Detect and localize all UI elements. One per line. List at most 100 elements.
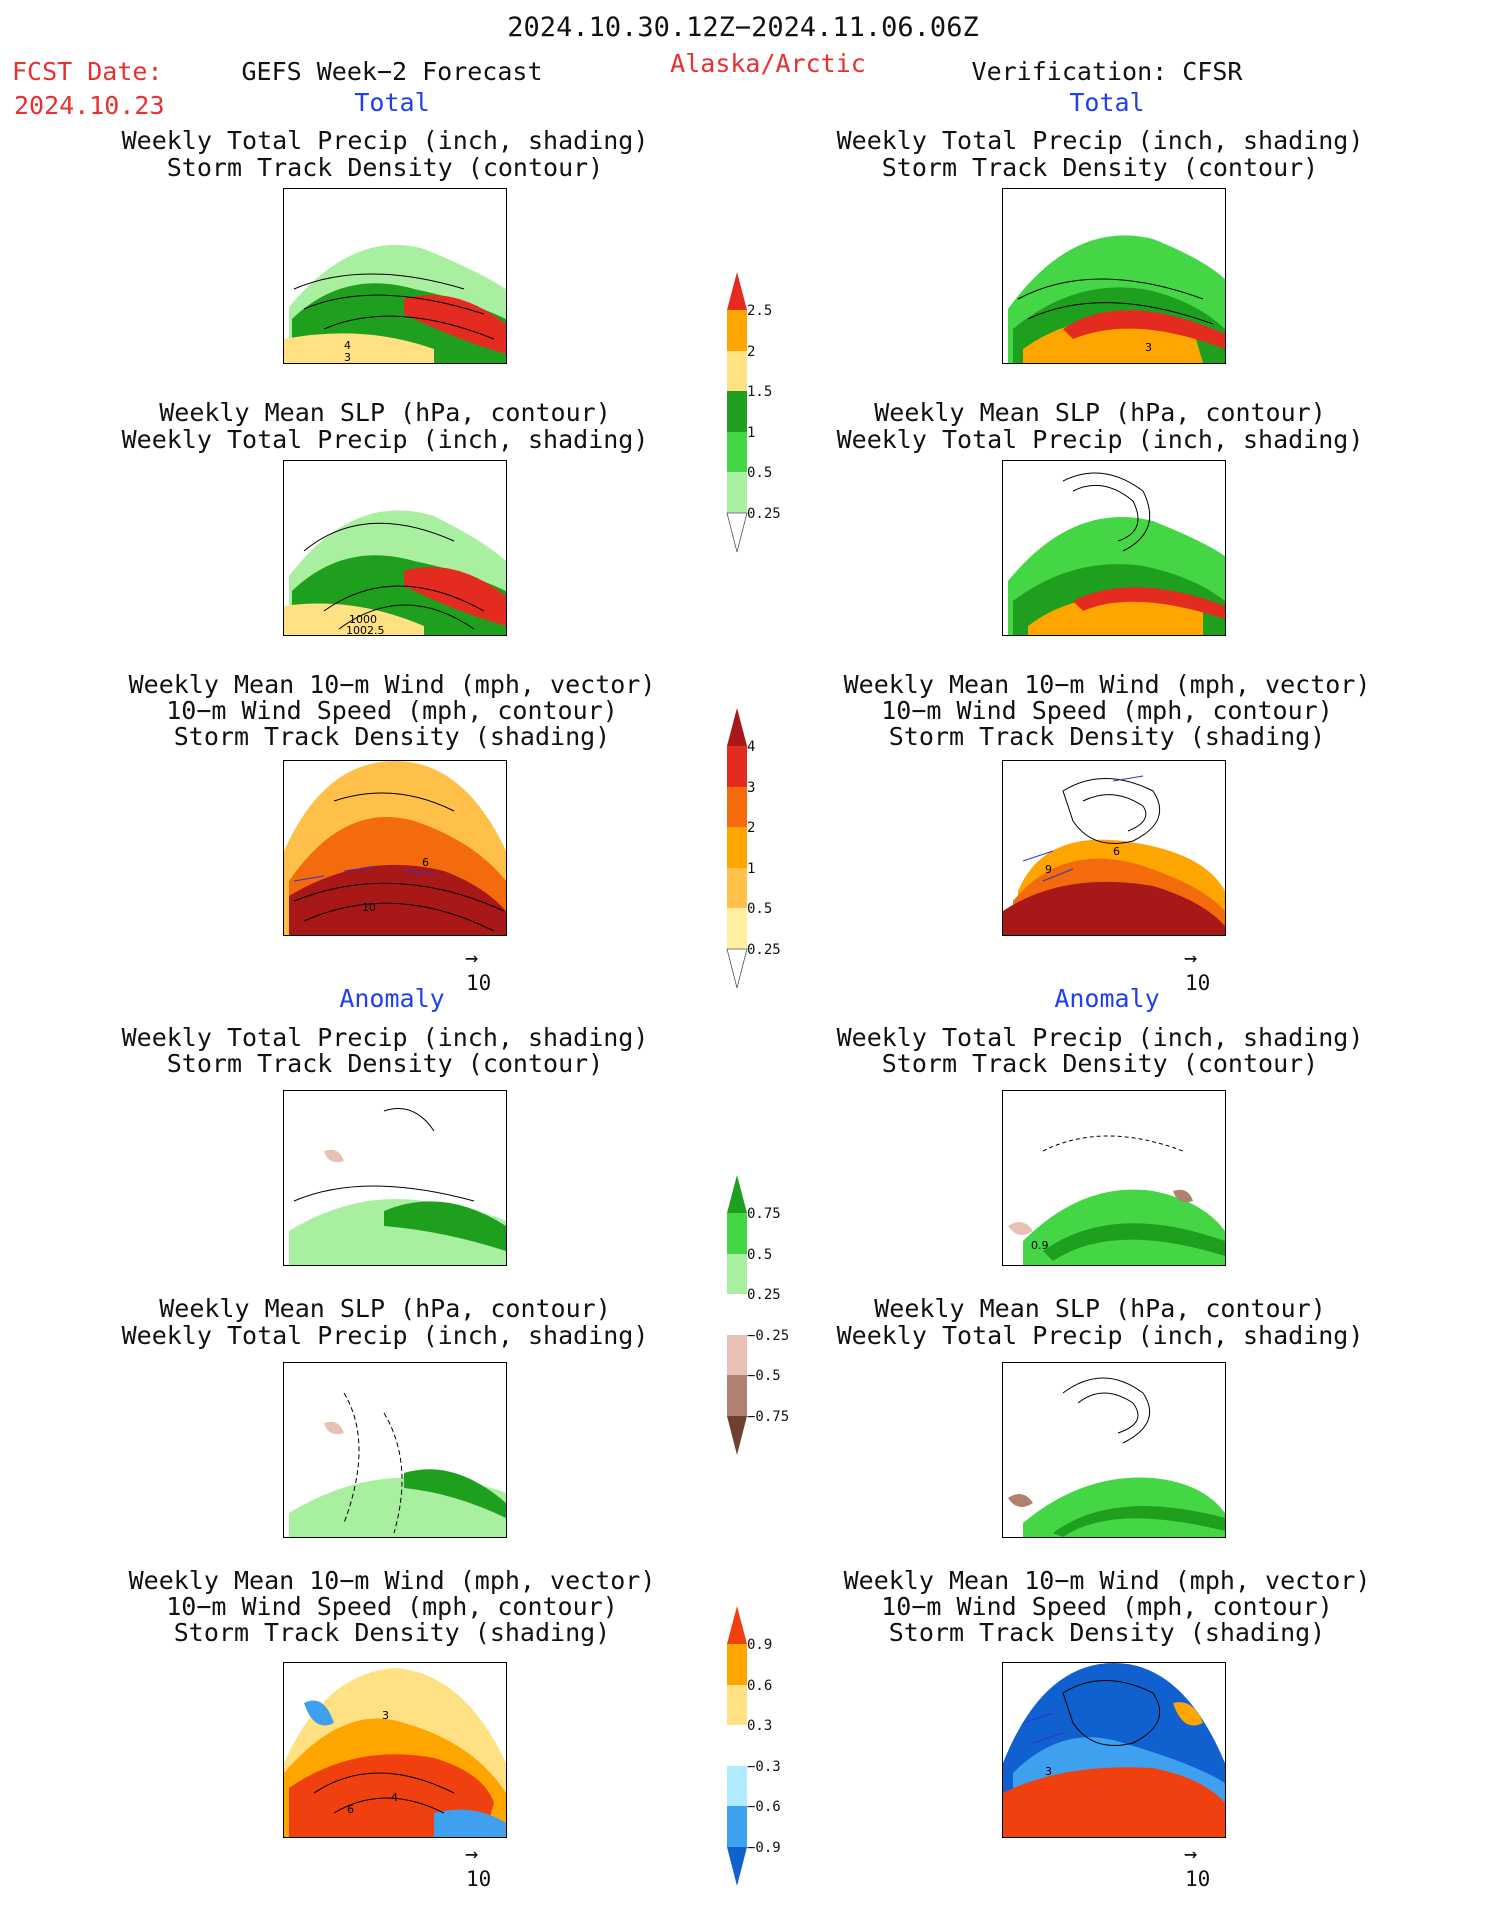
fc-wind-contour-label-6: 6 bbox=[422, 856, 429, 869]
vf-anom-wind-vector-ref: 10 bbox=[1185, 1867, 1211, 1891]
precip-anomaly-colorbar-label: −0.5 bbox=[747, 1368, 781, 1384]
fc-anom-slp-title-2: Weekly Total Precip (inch, shading) bbox=[121, 1321, 649, 1350]
vf-wind-title-3: Storm Track Density (shading) bbox=[888, 722, 1326, 751]
wind-anomaly-colorbar-label: −0.3 bbox=[747, 1759, 781, 1775]
fc-wind-title-3: Storm Track Density (shading) bbox=[173, 722, 611, 751]
vf-slp-title-1: Weekly Mean SLP (hPa, contour) bbox=[874, 398, 1326, 427]
fc-anom-wind-track-map: 3 6 4 bbox=[283, 1662, 507, 1838]
precip-colorbar-label: 1 bbox=[747, 425, 756, 441]
verification-anomaly-label: Anomaly bbox=[1054, 984, 1160, 1013]
verification-total-label: Total bbox=[1069, 88, 1145, 117]
fc-anom-precip-title-1: Weekly Total Precip (inch, shading) bbox=[121, 1023, 649, 1052]
fc-wind-title-2: 10−m Wind Speed (mph, contour) bbox=[166, 696, 618, 725]
fc-wind-title-1: Weekly Mean 10−m Wind (mph, vector) bbox=[128, 670, 656, 699]
vf-wind-vector-ref: 10 bbox=[1185, 971, 1211, 995]
vf-anom-wind-title-3: Storm Track Density (shading) bbox=[888, 1618, 1326, 1647]
vf-anom-wind-track-map: 3 bbox=[1002, 1662, 1226, 1838]
fcst-date-value: 2024.10.23 bbox=[14, 91, 165, 120]
vf-wind-contour-label-6: 6 bbox=[1113, 845, 1120, 858]
fc-anom-wind-contour-label-3: 3 bbox=[382, 1709, 389, 1722]
fc-precip-track-contour-label-3: 3 bbox=[344, 351, 351, 363]
precip-anomaly-colorbar: 0.75 0.5 0.25 −0.25 −0.5 −0.75 bbox=[725, 1173, 815, 1458]
region-label: Alaska/Arctic bbox=[670, 49, 866, 78]
vf-anom-wind-contour-label-3: 3 bbox=[1045, 1765, 1052, 1778]
fc-anom-slp-precip-map bbox=[283, 1362, 507, 1538]
fc-wind-vector-ref: 10 bbox=[466, 971, 492, 995]
vf-wind-vector-arrow-icon: → bbox=[1184, 946, 1198, 971]
fc-precip-track-title-2: Storm Track Density (contour) bbox=[166, 153, 604, 182]
vf-anom-precip-track-map: 0.9 bbox=[1002, 1090, 1226, 1266]
precip-anomaly-colorbar-label: −0.25 bbox=[747, 1328, 790, 1344]
fc-anom-precip-title-2: Storm Track Density (contour) bbox=[166, 1049, 604, 1078]
vf-precip-track-title-2: Storm Track Density (contour) bbox=[881, 153, 1319, 182]
track-colorbar-label: 2 bbox=[747, 820, 756, 836]
vf-anom-wind-title-2: 10−m Wind Speed (mph, contour) bbox=[881, 1592, 1333, 1621]
track-colorbar-label: 0.5 bbox=[747, 901, 773, 917]
fc-slp-precip-map: 1000 1002.5 bbox=[283, 460, 507, 636]
precip-colorbar-label: 1.5 bbox=[747, 384, 773, 400]
wind-anomaly-colorbar-label: −0.6 bbox=[747, 1799, 781, 1815]
wind-anomaly-colorbar-label: −0.9 bbox=[747, 1840, 781, 1856]
fc-slp-contour-label-1002: 1002.5 bbox=[346, 624, 385, 635]
vf-slp-precip-map bbox=[1002, 460, 1226, 636]
forecast-title: GEFS Week−2 Forecast bbox=[241, 57, 543, 86]
vf-anom-wind-title-1: Weekly Mean 10−m Wind (mph, vector) bbox=[843, 1566, 1371, 1595]
precip-anomaly-colorbar-label: −0.75 bbox=[747, 1409, 790, 1425]
track-colorbar-label: 3 bbox=[747, 780, 756, 796]
fc-precip-track-map: 4 3 bbox=[283, 188, 507, 364]
vf-anom-precip-title-1: Weekly Total Precip (inch, shading) bbox=[836, 1023, 1364, 1052]
precip-colorbar-label: 0.5 bbox=[747, 465, 773, 481]
wind-anomaly-colorbar-label: 0.9 bbox=[747, 1637, 773, 1653]
vf-precip-track-contour-label-3: 3 bbox=[1145, 341, 1152, 354]
vf-wind-track-map: 9 6 bbox=[1002, 760, 1226, 936]
precip-colorbar: 2.5 2 1.5 1 0.5 0.25 bbox=[725, 270, 805, 555]
precip-colorbar-label: 2 bbox=[747, 344, 756, 360]
fc-wind-contour-label-10: 10 bbox=[362, 901, 376, 914]
forecast-anomaly-label: Anomaly bbox=[339, 984, 445, 1013]
track-colorbar-label: 4 bbox=[747, 739, 756, 755]
fc-anom-wind-contour-label-6: 6 bbox=[347, 1803, 354, 1816]
track-colorbar-label: 1 bbox=[747, 861, 756, 877]
fcst-date-label: FCST Date: bbox=[12, 57, 163, 86]
fc-wind-track-map: 6 10 bbox=[283, 760, 507, 936]
vf-anom-precip-contour-label: 0.9 bbox=[1031, 1239, 1049, 1252]
fc-anom-wind-contour-label-4: 4 bbox=[391, 1791, 398, 1804]
vf-precip-track-map: 3 bbox=[1002, 188, 1226, 364]
fc-anom-wind-vector-arrow-icon: → bbox=[465, 1842, 479, 1867]
vf-anom-precip-title-2: Storm Track Density (contour) bbox=[881, 1049, 1319, 1078]
wind-anomaly-colorbar-label: 0.6 bbox=[747, 1678, 773, 1694]
vf-anom-slp-title-2: Weekly Total Precip (inch, shading) bbox=[836, 1321, 1364, 1350]
wind-anomaly-colorbar-label: 0.3 bbox=[747, 1718, 773, 1734]
vf-anom-wind-vector-arrow-icon: → bbox=[1184, 1842, 1198, 1867]
page-title: 2024.10.30.12Z−2024.11.06.06Z bbox=[507, 12, 979, 43]
vf-wind-title-1: Weekly Mean 10−m Wind (mph, vector) bbox=[843, 670, 1371, 699]
fc-slp-contour-label-1000: 1000 bbox=[349, 613, 377, 626]
forecast-total-label: Total bbox=[354, 88, 430, 117]
vf-slp-title-2: Weekly Total Precip (inch, shading) bbox=[836, 425, 1364, 454]
vf-anom-slp-title-1: Weekly Mean SLP (hPa, contour) bbox=[874, 1294, 1326, 1323]
precip-anomaly-colorbar-label: 0.25 bbox=[747, 1287, 781, 1303]
vf-precip-track-title-1: Weekly Total Precip (inch, shading) bbox=[836, 126, 1364, 155]
fc-slp-title-1: Weekly Mean SLP (hPa, contour) bbox=[159, 398, 611, 427]
track-colorbar: 4 3 2 1 0.5 0.25 bbox=[725, 706, 805, 991]
fc-precip-track-contour-label-4: 4 bbox=[344, 339, 351, 352]
precip-colorbar-label: 2.5 bbox=[747, 303, 773, 319]
fc-anom-slp-title-1: Weekly Mean SLP (hPa, contour) bbox=[159, 1294, 611, 1323]
precip-anomaly-colorbar-label: 0.5 bbox=[747, 1247, 773, 1263]
fc-slp-title-2: Weekly Total Precip (inch, shading) bbox=[121, 425, 649, 454]
fc-anom-wind-title-1: Weekly Mean 10−m Wind (mph, vector) bbox=[128, 1566, 656, 1595]
vf-wind-contour-label-9: 9 bbox=[1045, 863, 1052, 876]
precip-anomaly-colorbar-label: 0.75 bbox=[747, 1206, 781, 1222]
fc-anom-precip-track-map bbox=[283, 1090, 507, 1266]
fc-anom-wind-title-3: Storm Track Density (shading) bbox=[173, 1618, 611, 1647]
track-colorbar-label: 0.25 bbox=[747, 942, 781, 958]
verification-label: Verification: CFSR bbox=[971, 57, 1243, 86]
fc-wind-vector-arrow-icon: → bbox=[465, 946, 479, 971]
fc-precip-track-title-1: Weekly Total Precip (inch, shading) bbox=[121, 126, 649, 155]
vf-wind-title-2: 10−m Wind Speed (mph, contour) bbox=[881, 696, 1333, 725]
fc-anom-wind-vector-ref: 10 bbox=[466, 1867, 492, 1891]
wind-anomaly-colorbar: 0.9 0.6 0.3 −0.3 −0.6 −0.9 bbox=[725, 1604, 815, 1889]
precip-colorbar-label: 0.25 bbox=[747, 506, 781, 522]
fc-anom-wind-title-2: 10−m Wind Speed (mph, contour) bbox=[166, 1592, 618, 1621]
vf-anom-slp-precip-map bbox=[1002, 1362, 1226, 1538]
